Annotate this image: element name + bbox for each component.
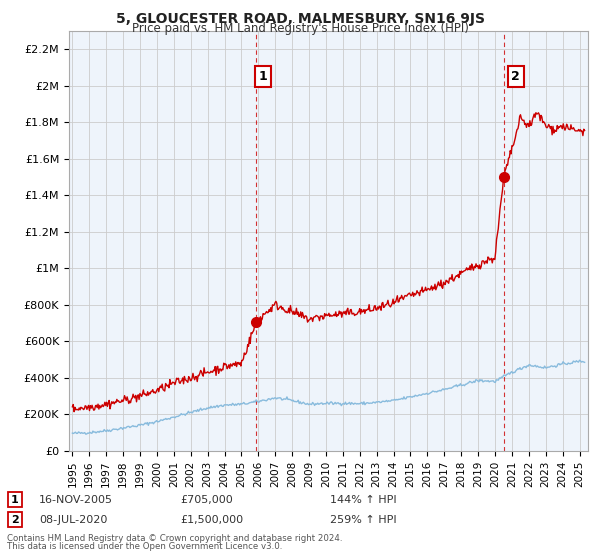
Text: £1,500,000: £1,500,000 — [180, 515, 243, 525]
Text: 5, GLOUCESTER ROAD, MALMESBURY, SN16 9JS: 5, GLOUCESTER ROAD, MALMESBURY, SN16 9JS — [115, 12, 485, 26]
Text: 2: 2 — [11, 515, 19, 525]
Text: 16-NOV-2005: 16-NOV-2005 — [39, 494, 113, 505]
Text: 144% ↑ HPI: 144% ↑ HPI — [330, 494, 397, 505]
Text: 1: 1 — [259, 70, 268, 83]
Text: 259% ↑ HPI: 259% ↑ HPI — [330, 515, 397, 525]
Text: 08-JUL-2020: 08-JUL-2020 — [39, 515, 107, 525]
Text: Price paid vs. HM Land Registry's House Price Index (HPI): Price paid vs. HM Land Registry's House … — [131, 22, 469, 35]
Text: 1: 1 — [11, 494, 19, 505]
Text: 2: 2 — [511, 70, 520, 83]
Text: £705,000: £705,000 — [180, 494, 233, 505]
Text: Contains HM Land Registry data © Crown copyright and database right 2024.: Contains HM Land Registry data © Crown c… — [7, 534, 343, 543]
Text: This data is licensed under the Open Government Licence v3.0.: This data is licensed under the Open Gov… — [7, 542, 283, 551]
